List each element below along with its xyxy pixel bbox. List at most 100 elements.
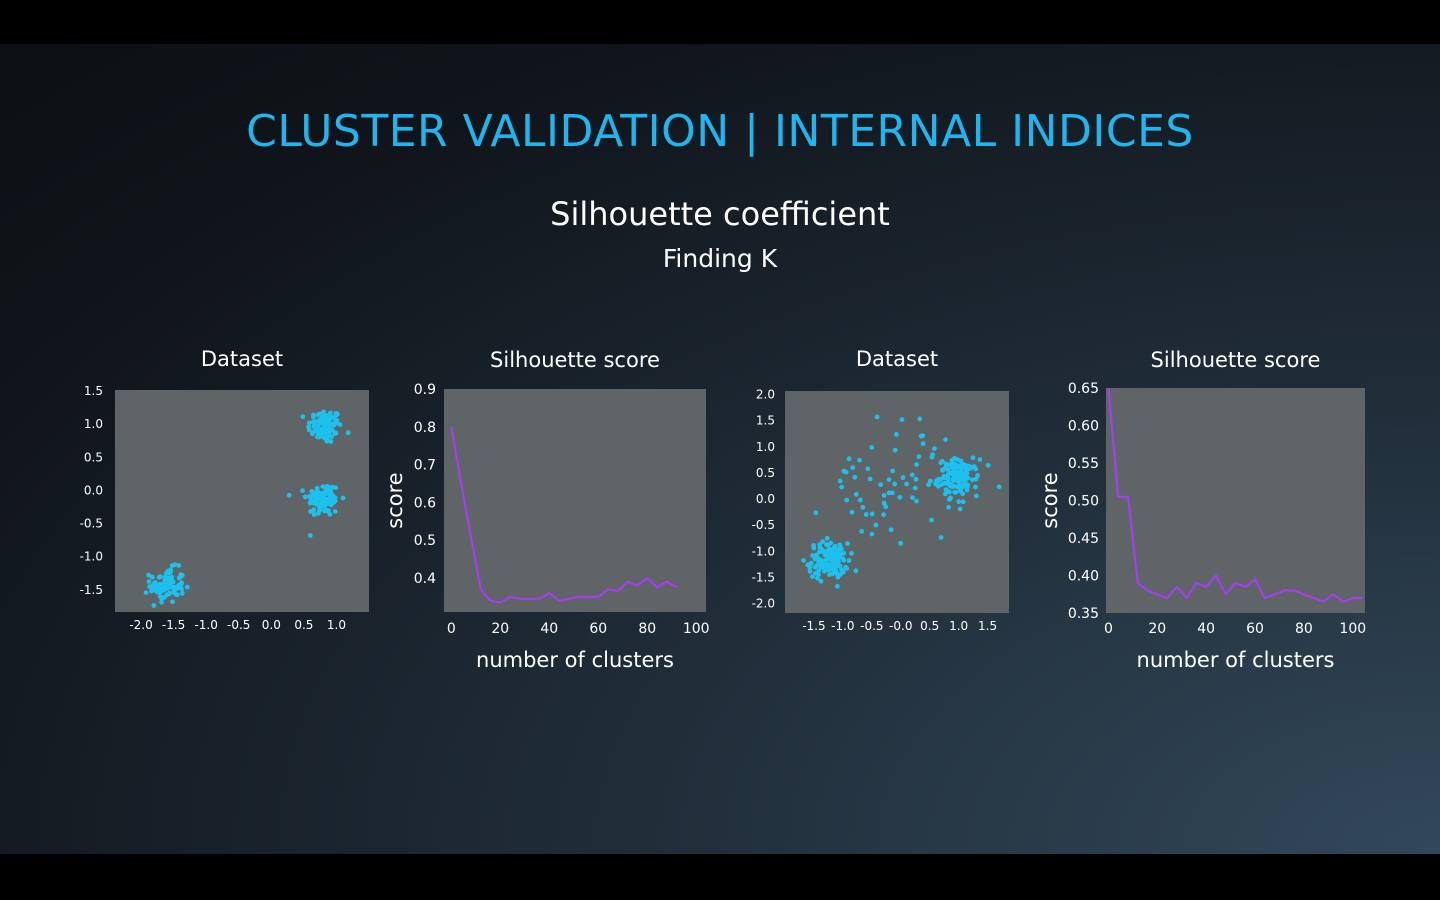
chart3-ytick-label: -1.0 bbox=[752, 544, 775, 558]
chart3-point bbox=[832, 546, 838, 552]
chart3-point bbox=[996, 484, 1002, 490]
chart3-point bbox=[960, 499, 966, 505]
chart1-point bbox=[307, 533, 313, 538]
chart3-point bbox=[964, 474, 970, 479]
chart3-point bbox=[844, 566, 850, 571]
chart1-point bbox=[330, 493, 336, 498]
chart4-ytick-label: 0.55 bbox=[1068, 456, 1099, 472]
chart1-point bbox=[327, 511, 333, 517]
chart3-point bbox=[809, 560, 814, 566]
chart3-point bbox=[920, 441, 926, 447]
chart1-ytick-label: -1.0 bbox=[80, 550, 103, 564]
chart3-point bbox=[914, 462, 919, 467]
chart1-point bbox=[321, 409, 326, 415]
chart1-xtick-label: -1.0 bbox=[194, 618, 217, 632]
chart3-ytick-label: 0.0 bbox=[756, 492, 775, 506]
chart3-point bbox=[857, 457, 862, 463]
chart3-point bbox=[839, 567, 844, 572]
chart1-xtick-label: 1.0 bbox=[327, 618, 346, 632]
chart3-xtick-label: -0.5 bbox=[860, 619, 883, 633]
chart3-point bbox=[810, 574, 815, 579]
chart3-point bbox=[820, 539, 826, 544]
chart1-point bbox=[308, 509, 313, 514]
chart1-point bbox=[156, 574, 162, 580]
chart1-ytick-label: -0.5 bbox=[80, 517, 103, 531]
chart3-point bbox=[869, 531, 875, 537]
chart1-ytick-label: 0.0 bbox=[84, 483, 103, 497]
chart3-point bbox=[950, 457, 956, 463]
chart2-ylabel: score bbox=[383, 472, 407, 528]
chart3-point bbox=[878, 482, 884, 487]
chart3-point bbox=[900, 475, 906, 480]
chart3-point bbox=[846, 456, 852, 462]
chart3-point bbox=[985, 462, 991, 468]
chart1-point bbox=[166, 591, 172, 597]
chart1-point bbox=[151, 603, 157, 608]
chart1-point bbox=[173, 592, 179, 597]
chart1-point bbox=[184, 584, 190, 590]
chart1-point bbox=[313, 419, 319, 424]
chart1-point bbox=[158, 588, 164, 593]
chart3-point bbox=[836, 550, 841, 555]
chart3-point bbox=[913, 476, 919, 482]
chart1-point bbox=[320, 500, 326, 506]
chart2-ytick-label: 0.4 bbox=[414, 571, 436, 587]
chart3-point bbox=[945, 478, 951, 484]
chart3-ytick-label: 1.0 bbox=[756, 440, 775, 454]
chart3-point bbox=[831, 551, 836, 557]
chart3-point bbox=[914, 498, 919, 504]
chart3-point bbox=[955, 478, 961, 484]
chart1-point bbox=[321, 490, 326, 496]
chart1-point bbox=[311, 512, 317, 517]
chart3-point bbox=[890, 468, 896, 474]
chart1-point bbox=[326, 491, 331, 496]
slide-subtitle: Silhouette coefficient bbox=[550, 195, 890, 233]
chart3-xtick-label: -1.5 bbox=[802, 619, 825, 633]
chart3-point bbox=[920, 433, 926, 439]
chart2-xlabel: number of clusters bbox=[476, 648, 674, 672]
chart1-point bbox=[171, 584, 177, 590]
chart1-point bbox=[154, 582, 160, 588]
chart1-point bbox=[169, 563, 175, 568]
chart3-point bbox=[958, 463, 963, 469]
chart1-point bbox=[326, 433, 332, 439]
chart4-ytick-label: 0.35 bbox=[1068, 606, 1099, 622]
chart3-point bbox=[860, 504, 866, 510]
chart3-point bbox=[955, 457, 961, 462]
chart1-ytick-label: 0.5 bbox=[84, 450, 103, 464]
chart3-point bbox=[846, 558, 852, 563]
chart3-point bbox=[825, 561, 831, 567]
chart3-point bbox=[946, 504, 951, 510]
chart1-point bbox=[325, 419, 330, 424]
chart2-ytick-label: 0.6 bbox=[414, 495, 436, 511]
chart3-point bbox=[849, 551, 854, 556]
chart3-point bbox=[928, 478, 933, 484]
chart1-point bbox=[169, 574, 175, 580]
chart1-point bbox=[345, 430, 351, 436]
chart1-point bbox=[328, 410, 333, 416]
chart3-point bbox=[929, 517, 934, 523]
chart3-point bbox=[939, 482, 945, 487]
chart1-point bbox=[179, 590, 185, 596]
chart3-point bbox=[844, 497, 850, 503]
chart1-point bbox=[164, 578, 170, 584]
chart3-point bbox=[816, 568, 822, 573]
chart3-point bbox=[837, 478, 843, 484]
chart3-point bbox=[849, 509, 855, 515]
chart4-xtick-label: 100 bbox=[1339, 621, 1366, 637]
chart3-point bbox=[830, 571, 836, 577]
chart3-point bbox=[917, 416, 923, 422]
chart3-point bbox=[881, 493, 887, 498]
chart2-xtick-label: 80 bbox=[638, 621, 656, 637]
chart3-point bbox=[869, 445, 875, 450]
chart1-point bbox=[302, 494, 308, 500]
chart3-point bbox=[894, 432, 899, 437]
chart1-point bbox=[315, 412, 321, 418]
chart1-point bbox=[337, 422, 343, 427]
chart3-point bbox=[974, 493, 979, 499]
chart3-point bbox=[852, 474, 858, 480]
chart1-point bbox=[307, 500, 313, 506]
slide-subsubtitle: Finding K bbox=[662, 244, 778, 273]
chart1-point bbox=[335, 411, 340, 417]
